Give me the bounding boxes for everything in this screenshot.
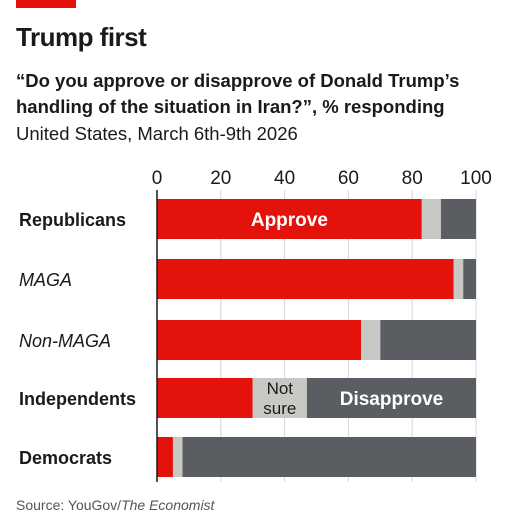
bar-approve — [157, 199, 422, 239]
bar-disapprove — [306, 378, 476, 418]
x-tick-label: 20 — [210, 168, 231, 189]
bar-approve — [157, 437, 173, 477]
bar-approve — [157, 259, 454, 299]
source-prefix: Source: YouGov/ — [16, 497, 122, 513]
x-tick-label: 80 — [402, 168, 423, 189]
x-tick-label: 40 — [274, 168, 295, 189]
category-label: Non-MAGA — [19, 331, 111, 351]
series-label-not-sure: sure — [263, 399, 296, 418]
bar-disapprove — [182, 437, 476, 477]
bar-not-sure — [252, 378, 307, 418]
x-tick-label: 100 — [460, 168, 492, 189]
category-label: Democrats — [19, 448, 112, 468]
category-label: Republicans — [19, 210, 126, 230]
source-note: Source: YouGov/The Economist — [16, 497, 214, 513]
series-label-not-sure: Not — [267, 379, 294, 398]
chart-title: Trump first — [16, 22, 147, 52]
x-tick-label: 60 — [338, 168, 359, 189]
bar-disapprove — [380, 320, 476, 360]
category-label: Independents — [19, 389, 136, 409]
chart-subtitle: “Do you approve or disapprove of Donald … — [16, 70, 460, 117]
category-label: MAGA — [19, 270, 72, 290]
source-italic: The Economist — [121, 497, 215, 513]
bar-approve — [157, 320, 362, 360]
series-label-disapprove: Disapprove — [340, 389, 443, 410]
bar-approve — [157, 378, 253, 418]
bar-not-sure — [361, 320, 381, 360]
chart-subtitle-date: United States, March 6th-9th 2026 — [16, 123, 298, 144]
series-label-approve: Approve — [251, 210, 328, 231]
accent-bar — [16, 0, 76, 8]
bar-not-sure — [453, 259, 464, 299]
bar-disapprove — [440, 199, 476, 239]
bar-disapprove — [463, 259, 476, 299]
bar-not-sure — [421, 199, 441, 239]
bar-not-sure — [172, 437, 183, 477]
x-tick-label: 0 — [152, 168, 163, 189]
